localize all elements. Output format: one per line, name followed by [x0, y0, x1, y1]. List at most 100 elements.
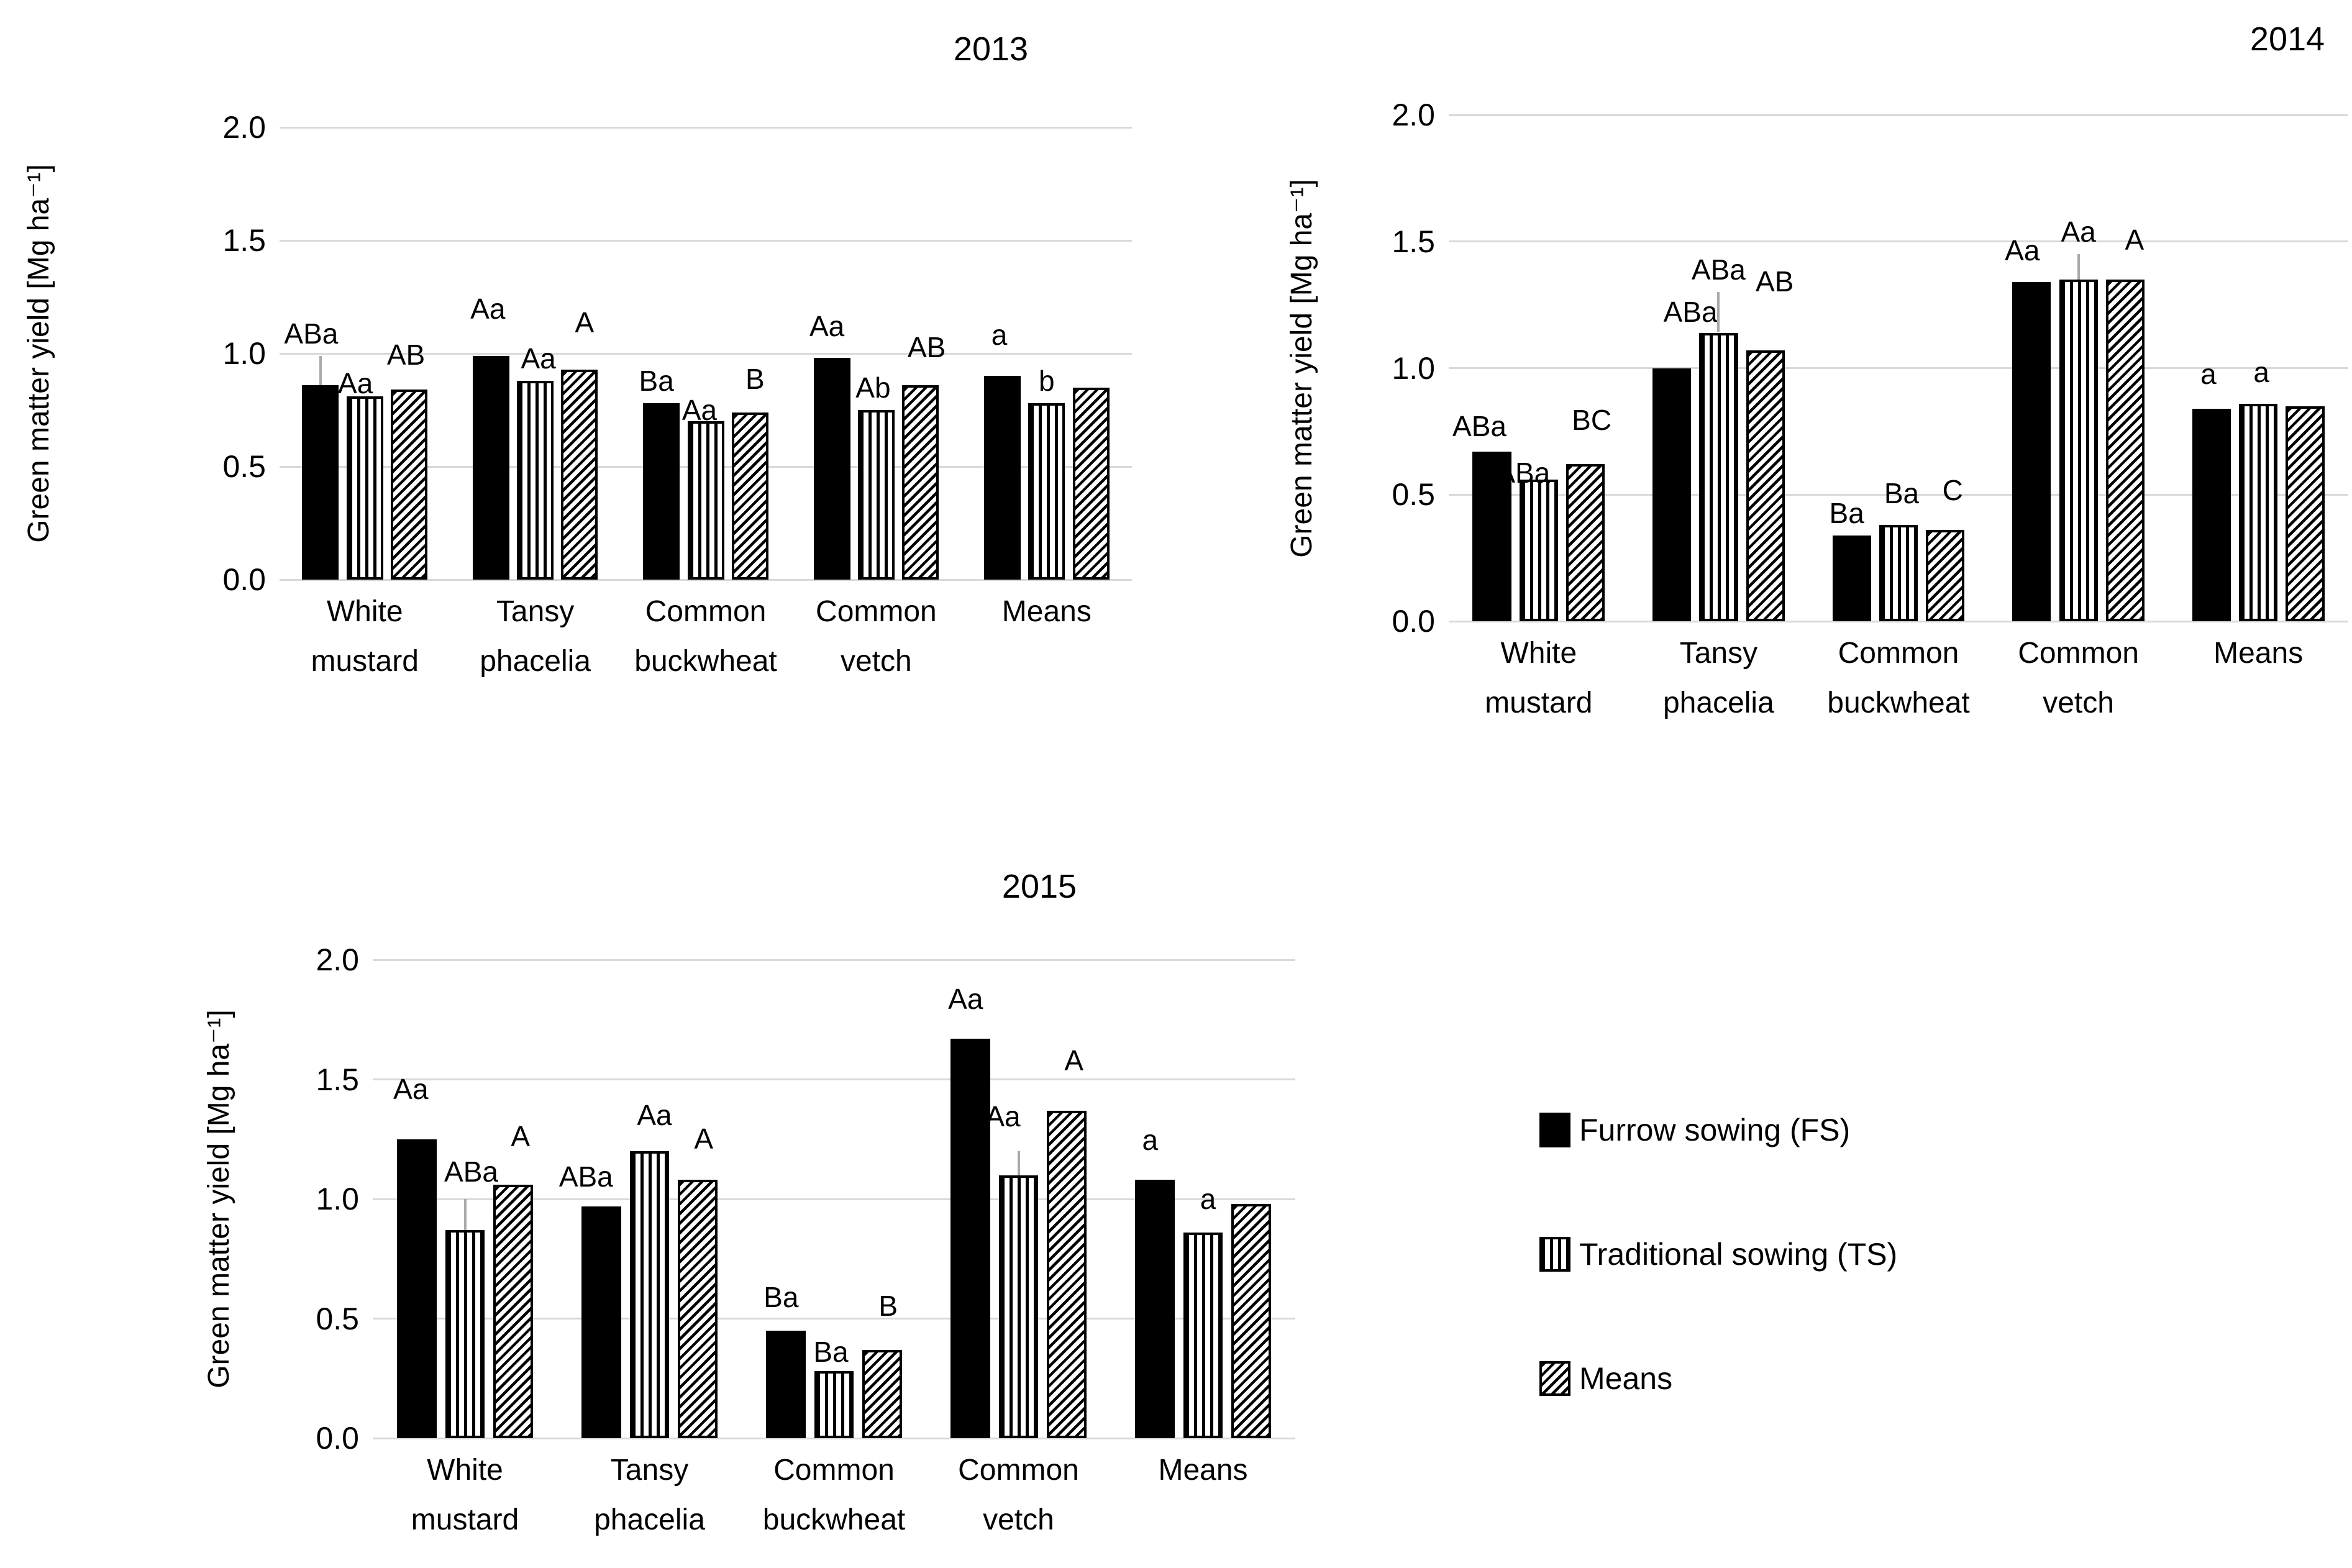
significance-letters: Aa [470, 292, 506, 325]
gridline [373, 1078, 1295, 1080]
significance-letters: a [2253, 355, 2269, 388]
gridline [1449, 620, 2348, 622]
bar-traditional-sowing-ts [2059, 279, 2098, 621]
significance-letters: ABa [1496, 456, 1551, 489]
x-axis-category-label: Means [1002, 587, 1092, 637]
significance-letters: ABa [1691, 253, 1746, 286]
y-tick-label: 0.0 [1392, 604, 1435, 639]
x-axis-category-line: White [326, 595, 403, 628]
y-tick-label: 0.5 [1392, 477, 1435, 513]
x-axis-category-label: Common vetch [816, 587, 937, 686]
bar-traditional-sowing-ts [1699, 332, 1738, 621]
significance-letters: AB [386, 339, 426, 371]
bar-means [1072, 387, 1110, 580]
y-axis-title: Green matter yield [Mg ha⁻¹] [203, 1010, 235, 1388]
x-axis-category-label: Tansy phacelia [480, 587, 591, 686]
significance-letters: Ba [1884, 477, 1920, 510]
x-axis-category-label: Common buckwheat [763, 1446, 905, 1545]
bar-traditional-sowing-ts [445, 1230, 485, 1438]
gridline [373, 1198, 1295, 1200]
furrow-sowing-swatch-icon [1539, 1113, 1570, 1147]
bar-furrow-sowing-fs [1652, 368, 1692, 621]
y-tick-label: 2.0 [1392, 98, 1435, 132]
y-tick-label: 1.5 [316, 1062, 359, 1097]
bar-furrow-sowing-fs [581, 1206, 622, 1438]
bar-furrow-sowing-fs [2012, 281, 2051, 621]
significance-letters: Aa [338, 367, 373, 400]
x-axis-category-label: Tansy phacelia [1663, 629, 1774, 728]
significance-letters: a [1142, 1124, 1159, 1157]
bar-traditional-sowing-ts [1879, 525, 1918, 621]
significance-letters: a [2200, 357, 2217, 390]
significance-letters: a [991, 319, 1008, 352]
x-axis-category-line: Tansy [1679, 637, 1758, 670]
y-tick-label: 0.0 [222, 562, 266, 597]
gridline [280, 352, 1132, 355]
bar-furrow-sowing-fs [397, 1139, 437, 1439]
gridline [373, 1437, 1295, 1439]
x-axis-category-line: mustard [1485, 686, 1593, 719]
significance-letters: Ba [639, 365, 674, 398]
x-axis-category-line: Common [773, 1454, 895, 1487]
x-axis-category-line: Means [1158, 1454, 1248, 1487]
bar-furrow-sowing-fs [984, 376, 1021, 580]
significance-letters: ABa [444, 1155, 498, 1188]
bar-means [1046, 1110, 1087, 1438]
significance-letters: AB [908, 331, 946, 363]
legend-item-furrow-sowing: Furrow sowing (FS) [1539, 1112, 1850, 1148]
x-axis-category-label: White mustard [311, 587, 418, 686]
bar-means [2286, 406, 2325, 621]
x-axis-category-line: buckwheat [1827, 686, 1970, 719]
bar-furrow-sowing-fs [950, 1039, 991, 1438]
bar-means [391, 390, 427, 580]
bar-means [493, 1184, 533, 1438]
gridline [373, 1318, 1295, 1320]
bar-furrow-sowing-fs [643, 403, 680, 580]
significance-letters: Ba [813, 1336, 849, 1369]
x-axis-category-line: White [1500, 637, 1577, 670]
bar-furrow-sowing-fs [472, 355, 509, 580]
x-axis-category-label: Common vetch [958, 1446, 1079, 1545]
y-axis-title: Green matter yield [Mg ha⁻¹] [1285, 178, 1318, 558]
significance-letters: ABa [1452, 410, 1506, 442]
bar-means [561, 369, 598, 580]
bar-means [677, 1180, 718, 1438]
significance-letters: AB [1756, 265, 1794, 298]
bar-furrow-sowing-fs [1832, 535, 1871, 621]
significance-letters: a [1200, 1182, 1216, 1215]
bar-means [1926, 530, 1965, 621]
x-axis-category-line: Common [645, 595, 767, 628]
means-swatch-icon [1539, 1361, 1570, 1396]
x-axis-category-line: vetch [2043, 686, 2114, 719]
significance-letters: Aa [637, 1099, 672, 1131]
significance-letters: Aa [809, 310, 845, 343]
traditional-sowing-swatch-icon [1539, 1237, 1570, 1272]
significance-letters: BC [1572, 404, 1612, 437]
bar-traditional-sowing-ts [814, 1371, 854, 1438]
bar-traditional-sowing-ts [1183, 1232, 1223, 1438]
significance-letters: C [1942, 474, 1963, 507]
x-axis-category-line: Tansy [610, 1454, 689, 1487]
bar-traditional-sowing-ts [998, 1175, 1039, 1438]
bar-furrow-sowing-fs [302, 385, 339, 580]
y-tick-label: 1.5 [1392, 224, 1435, 259]
significance-letters: b [1039, 365, 1055, 398]
significance-letters: A [694, 1123, 714, 1155]
x-axis-category-label: Tansy phacelia [594, 1446, 705, 1545]
significance-letters: Aa [393, 1072, 429, 1105]
x-axis-category-line: phacelia [1662, 686, 1774, 719]
significance-letters: Aa [521, 342, 556, 375]
y-tick-label: 0.5 [222, 449, 266, 484]
y-tick-label: 1.0 [1392, 350, 1435, 386]
error-bar [1717, 292, 1720, 333]
x-axis-category-line: White [427, 1454, 503, 1487]
x-axis-category-line: phacelia [594, 1503, 705, 1536]
bar-means [902, 385, 939, 580]
gridline [280, 239, 1132, 242]
x-axis-category-line: Common [816, 595, 937, 628]
significance-letters: Aa [681, 394, 718, 427]
gridline [1449, 240, 2348, 243]
x-axis-category-line: Common [2018, 637, 2139, 670]
gridline [280, 578, 1132, 581]
